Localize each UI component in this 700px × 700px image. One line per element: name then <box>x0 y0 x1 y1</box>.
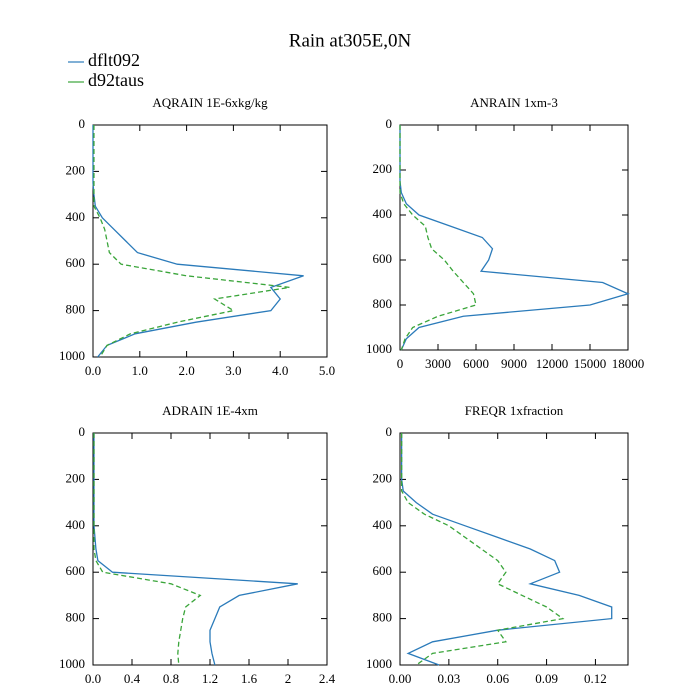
x-tick-label: 6000 <box>463 356 489 371</box>
profile-line <box>93 125 290 358</box>
x-tick-label: 1.2 <box>202 671 218 686</box>
x-tick-label: 2.4 <box>319 671 336 686</box>
x-tick-label: 0.0 <box>85 363 101 378</box>
profile-line <box>93 433 202 666</box>
y-tick-label: 400 <box>373 206 393 221</box>
y-tick-label: 400 <box>66 517 86 532</box>
y-tick-label: 200 <box>66 162 86 177</box>
x-tick-label: 3000 <box>425 356 451 371</box>
x-tick-label: 0 <box>397 356 404 371</box>
profile-line <box>399 125 630 351</box>
x-tick-label: 0.00 <box>389 671 412 686</box>
x-tick-label: 2 <box>285 671 292 686</box>
y-tick-label: 600 <box>373 563 393 578</box>
y-tick-label: 1000 <box>366 341 392 356</box>
x-tick-label: 1.0 <box>132 363 148 378</box>
profile-line <box>399 125 477 351</box>
profile-line <box>400 433 613 666</box>
y-tick-label: 0 <box>386 424 393 439</box>
plot-frame <box>399 124 629 351</box>
x-tick-label: 18000 <box>612 356 645 371</box>
y-tick-label: 200 <box>373 470 393 485</box>
x-tick-label: 3.0 <box>225 363 241 378</box>
y-tick-label: 800 <box>373 296 393 311</box>
profile-line <box>400 433 565 666</box>
panel-title: AQRAIN 1E-6xkg/kg <box>152 95 268 110</box>
profile-line <box>93 433 298 666</box>
plot-frame <box>399 432 629 666</box>
x-tick-label: 12000 <box>536 356 569 371</box>
y-tick-label: 800 <box>66 302 86 317</box>
y-tick-label: 1000 <box>366 656 392 671</box>
figure-title: Rain at305E,0N <box>289 30 412 51</box>
y-tick-label: 800 <box>66 610 86 625</box>
y-tick-label: 200 <box>66 470 86 485</box>
profile-line <box>92 125 304 358</box>
legend-label: d92taus <box>88 70 144 90</box>
x-tick-label: 0.09 <box>535 671 558 686</box>
y-tick-label: 800 <box>373 610 393 625</box>
panel-title: FREQR 1xfraction <box>465 403 564 418</box>
y-tick-label: 0 <box>79 424 86 439</box>
x-tick-label: 15000 <box>574 356 607 371</box>
plot-frame <box>92 124 328 358</box>
y-tick-label: 600 <box>66 255 86 270</box>
x-tick-label: 9000 <box>501 356 527 371</box>
y-tick-label: 400 <box>66 209 86 224</box>
y-tick-label: 0 <box>79 116 86 131</box>
x-tick-label: 0.03 <box>437 671 460 686</box>
y-tick-label: 200 <box>373 161 393 176</box>
panel-title: ADRAIN 1E-4xm <box>162 403 258 418</box>
y-tick-label: 1000 <box>59 656 85 671</box>
x-tick-label: 1.6 <box>241 671 258 686</box>
legend-label: dflt092 <box>88 50 140 70</box>
x-tick-label: 0.0 <box>85 671 101 686</box>
y-tick-label: 1000 <box>59 348 85 363</box>
y-tick-label: 600 <box>66 563 86 578</box>
x-tick-label: 5.0 <box>319 363 335 378</box>
x-tick-label: 2.0 <box>178 363 194 378</box>
x-tick-label: 0.4 <box>124 671 141 686</box>
y-tick-label: 0 <box>386 116 393 131</box>
x-tick-label: 0.12 <box>584 671 607 686</box>
panel-title: ANRAIN 1xm-3 <box>470 95 558 110</box>
y-tick-label: 400 <box>373 517 393 532</box>
x-tick-label: 0.8 <box>163 671 179 686</box>
x-tick-label: 4.0 <box>272 363 288 378</box>
y-tick-label: 600 <box>373 251 393 266</box>
x-tick-label: 0.06 <box>486 671 509 686</box>
